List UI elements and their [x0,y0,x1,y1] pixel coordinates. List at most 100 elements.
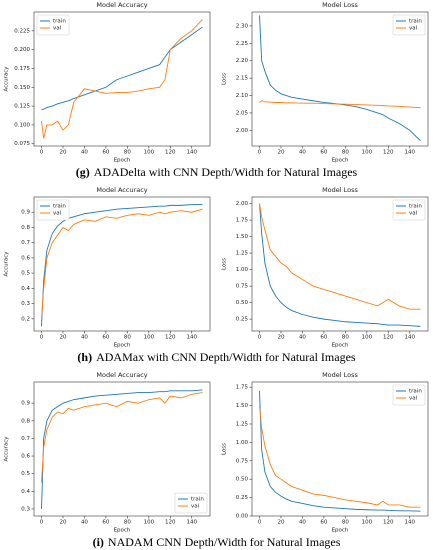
x-tick-label: 60 [320,520,327,526]
chart-title: Model Loss [322,371,358,379]
x-tick-label: 120 [165,520,176,526]
legend-box [36,14,70,36]
series-line [259,203,421,327]
plot-frame [33,196,211,332]
x-tick-label: 100 [362,520,373,526]
y-tick-label: 1.50 [236,403,249,409]
y-tick-label: 0.50 [236,477,249,483]
x-tick-label: 40 [81,520,88,526]
y-tick-label: 1.25 [236,251,249,257]
series-line [259,203,421,310]
chart-title: Model Accuracy [96,1,147,9]
legend-label: val [53,26,62,32]
legend-label: train [191,497,204,503]
legend-box [174,492,208,514]
legend-label: val [409,211,418,217]
y-tick-label: 0.3 [21,506,30,512]
y-tick-label: 0.00 [236,514,249,520]
x-tick-label: 0 [40,335,44,341]
chart-title: Model Loss [322,186,358,194]
y-axis-label: Accuracy [4,251,10,277]
y-tick-label: 2.00 [236,128,249,134]
chart-title: Model Accuracy [96,186,147,194]
series-line [259,405,421,508]
y-tick-label: 0.4 [21,489,30,495]
series-line [259,100,421,109]
x-tick-label: 140 [405,150,416,156]
x-tick-label: 120 [383,150,394,156]
x-tick-label: 140 [187,335,198,341]
chart-title: Model Accuracy [96,371,147,379]
legend-label: val [409,396,418,402]
x-tick-label: 60 [102,520,109,526]
series-line [41,204,203,327]
y-tick-label: 2.15 [236,76,249,82]
y-tick-label: 0.3 [21,301,30,307]
y-axis-label: Accuracy [4,66,10,92]
y-tick-label: 0.75 [236,458,249,464]
y-tick-label: 2.25 [236,41,249,47]
y-tick-label: 0.100 [14,122,30,128]
x-tick-label: 40 [299,520,306,526]
series-line [41,26,203,111]
y-tick-label: 2.10 [236,93,249,99]
legend-label: train [409,19,422,25]
x-tick-label: 20 [277,150,284,156]
legend-label: val [191,504,200,510]
y-tick-label: 0.50 [236,300,249,306]
y-tick-label: 0.8 [21,225,30,231]
y-tick-label: 2.30 [236,23,249,29]
x-tick-label: 20 [59,150,66,156]
y-tick-label: 0.25 [236,495,249,501]
plot-frame [251,196,429,332]
caption: (g) ADADelta with CNN Depth/Width for Nat… [76,165,358,179]
x-tick-label: 120 [383,520,394,526]
y-tick-label: 0.2 [21,316,30,322]
y-tick-label: 0.5 [21,271,30,277]
x-tick-label: 20 [277,520,284,526]
legend-label: val [409,26,418,32]
x-tick-label: 100 [144,150,155,156]
y-axis-label: Loss [222,258,228,270]
series-line [41,392,203,483]
legend-box [392,14,426,36]
legend-label: train [409,389,422,395]
y-tick-label: 0.225 [14,28,30,34]
x-tick-label: 100 [362,335,373,341]
y-tick-label: 2.20 [236,58,249,64]
plot-frame [33,11,211,147]
plot-frame [251,381,429,517]
x-tick-label: 60 [102,150,109,156]
chart-title: Model Loss [322,1,358,9]
caption-label: (h) [77,350,92,364]
legend-label: train [53,204,66,210]
caption-label: (i) [93,535,104,549]
x-tick-label: 0 [40,150,44,156]
legend-box [392,199,426,221]
y-tick-label: 0.175 [14,66,30,72]
caption-label: (g) [76,165,90,179]
x-tick-label: 0 [258,150,262,156]
y-tick-label: 1.75 [236,218,249,224]
x-tick-label: 40 [81,150,88,156]
x-axis-label: Epoch [332,528,349,534]
y-tick-label: 1.50 [236,234,249,240]
x-tick-label: 120 [165,335,176,341]
caption: (h) ADAMax with CNN Depth/Width for Natur… [77,350,355,364]
y-tick-label: 0.7 [21,436,30,442]
y-tick-label: 0.25 [236,317,249,323]
y-tick-label: 0.75 [236,284,249,290]
x-axis-label: Epoch [332,158,349,164]
y-tick-label: 0.7 [21,240,30,246]
y-tick-label: 0.9 [21,401,30,407]
y-tick-label: 2.05 [236,110,249,116]
x-tick-label: 140 [405,520,416,526]
y-tick-label: 0.6 [21,454,30,460]
plot-frame [251,11,429,147]
x-tick-label: 0 [258,520,262,526]
legend-label: val [53,211,62,217]
x-tick-label: 140 [405,335,416,341]
x-axis-label: Epoch [114,158,131,164]
plot-frame [33,381,211,517]
